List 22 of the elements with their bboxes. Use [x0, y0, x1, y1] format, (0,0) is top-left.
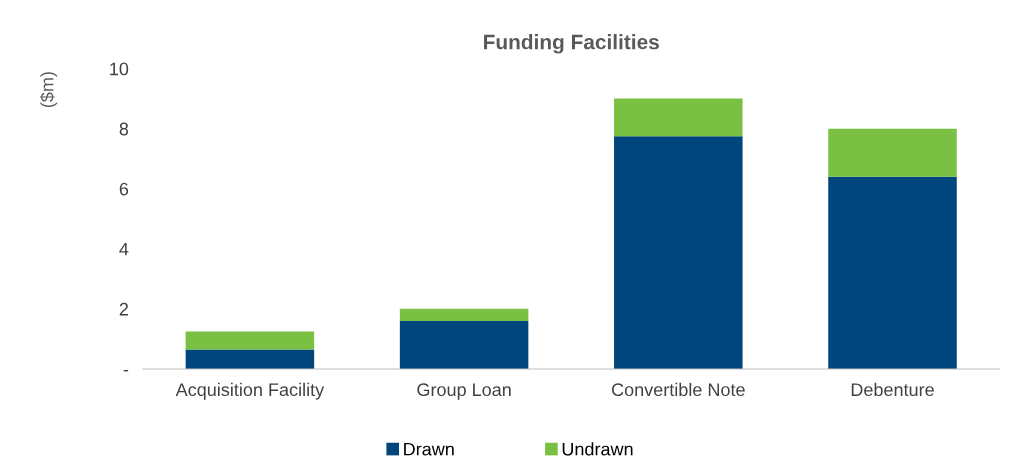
- y-tick-label: 6: [119, 182, 129, 196]
- y-tick-label: 2: [119, 302, 129, 316]
- bar: [614, 98, 743, 137]
- y-tick-label: 4: [119, 242, 129, 256]
- bar: [185, 349, 315, 369]
- bar: [828, 128, 957, 177]
- bar: [828, 176, 957, 369]
- legend-label: Drawn: [404, 442, 454, 456]
- chart-title: Funding Facilities: [484, 34, 659, 54]
- y-tick-label: -: [123, 369, 129, 372]
- y-tick-label: 8: [119, 122, 129, 136]
- x-tick-label: Acquisition Facility: [175, 382, 325, 400]
- bar: [399, 320, 529, 369]
- y-tick-label: 10: [110, 62, 129, 76]
- x-tick-label: Group Loan: [417, 383, 511, 400]
- y-axis-title: ($m): [40, 72, 58, 108]
- x-tick-label: Debenture: [851, 382, 934, 397]
- x-tick-label: Convertible Note: [611, 382, 745, 397]
- bar: [399, 308, 529, 321]
- legend-label: Undrawn: [562, 442, 633, 456]
- bar: [185, 331, 315, 350]
- bar: [614, 136, 743, 369]
